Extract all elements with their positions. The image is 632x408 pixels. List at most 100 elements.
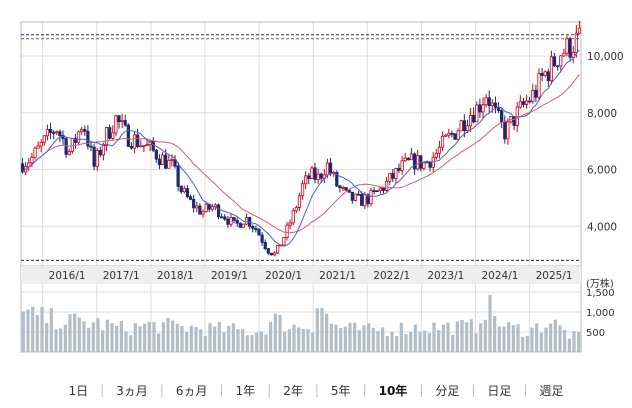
volume-bar [110,323,114,352]
candle-body [487,97,491,107]
volume-bar [446,322,450,352]
period-selector: 1日 | 3ヵ月 | 6ヵ月 | 1年 | 2年 | 5年 | 10年 | 分足 | 日足 | 週足 [0,379,632,401]
candle-body [325,162,330,176]
candle-body [48,129,53,133]
volume-bar [35,315,39,352]
candle-body [288,222,292,226]
candle-body [422,162,426,169]
volume-bar [105,319,109,352]
candle-body [117,115,121,123]
volume-bar [441,324,445,352]
volume-bar [180,325,184,352]
volume-bar [45,323,49,352]
volume-bar [185,332,189,352]
volume-bar [245,335,249,352]
candle-body [167,160,171,169]
date-tick-label: 2019/1 [211,270,248,282]
period-button[interactable]: 週足 [539,383,564,398]
volume-tick-label: 1,000 [586,308,615,319]
candle-body [577,27,582,34]
volume-bar [469,319,473,352]
volume-bars [21,294,581,352]
candle-body [272,252,277,256]
candle-body [506,121,510,140]
candle-body [129,145,134,149]
volume-bar [63,324,67,352]
period-button[interactable]: 2年 [283,383,303,398]
period-button[interactable]: 3ヵ月 [116,383,148,398]
volume-bar [395,335,399,352]
candle-body [76,131,81,143]
candle-body [92,146,96,167]
candle-body [20,163,25,173]
volume-bar [77,317,81,352]
volume-bar [21,311,25,352]
volume-bar [521,336,525,352]
candle-body [114,115,118,134]
candle-body [285,224,289,238]
candle-body [229,217,233,225]
candle-body [391,173,395,179]
candle-body [241,223,246,228]
volume-bar [194,326,198,352]
volume-bar [203,336,207,352]
candle-body [394,168,398,179]
volume-bar [535,323,539,352]
candle-body [524,100,529,105]
volume-bar [507,322,511,352]
period-button[interactable]: 日足 [487,383,512,398]
volume-bar [222,332,226,352]
volume-bar [255,332,259,352]
period-button[interactable]: 6ヵ月 [175,383,208,398]
volume-bar [451,334,455,352]
candle-body [328,162,333,174]
volume-bar [82,321,86,352]
volume-bar [315,308,319,352]
volume-bar [143,323,147,352]
candle-body [400,160,404,171]
candle-body [335,172,339,187]
date-tick-label: 2021/1 [319,270,356,282]
volume-bar [334,324,338,352]
volume-bar [427,332,431,352]
candle-body [39,141,43,147]
volume-bar [385,335,389,352]
candle-body [232,217,236,221]
period-button[interactable]: 1日 [68,383,89,398]
candle-body [89,145,93,148]
candle-body [67,151,71,155]
volume-bar [553,319,557,352]
volume-bar [474,333,478,352]
volume-bar [488,294,492,352]
volume-bar [269,321,273,352]
volume-bar [124,331,128,352]
candle-body [493,102,498,108]
volume-bar [511,324,515,352]
volume-bar [147,321,151,352]
candle-body [173,159,177,167]
candle-body [375,190,379,193]
volume-bar [357,330,361,352]
period-separator: | [267,383,272,397]
candle-body [192,198,196,209]
candle-body [559,55,563,67]
volume-bar [157,333,161,352]
period-separator: | [159,383,164,397]
candle-body [574,32,578,53]
volume-axis-ticks: 500 1,000 1,500 [586,288,615,339]
period-button[interactable]: 分足 [435,383,460,398]
volume-bar [138,326,142,352]
period-button[interactable]: 10年 [378,383,408,398]
volume-bar [376,331,380,352]
candle-body [42,135,46,143]
period-button[interactable]: 5年 [330,383,351,398]
period-button[interactable]: 1年 [235,383,256,398]
volume-bar [227,325,231,352]
volume-tick-label: 1,500 [586,288,615,299]
candle-body [481,104,485,113]
candle-body [176,165,180,187]
price-tick-label: 4,000 [587,221,617,233]
candle-body [282,237,286,246]
volume-bar [161,322,165,352]
candle-body [226,218,230,225]
